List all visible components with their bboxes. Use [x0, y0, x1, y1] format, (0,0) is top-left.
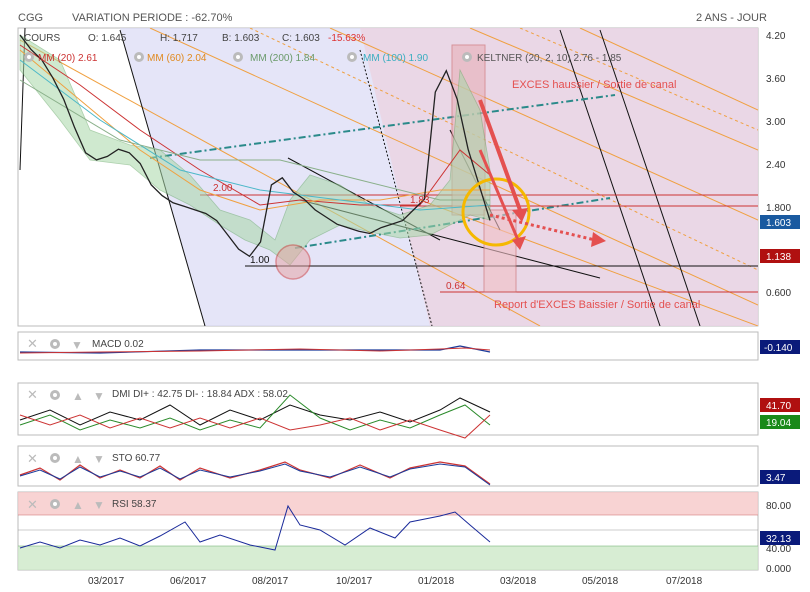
- rsi-tick: 80.00: [766, 501, 791, 512]
- level-badge: [760, 249, 800, 263]
- sto-badge-text: 3.47: [766, 473, 786, 484]
- close-icon[interactable]: ✕: [27, 336, 38, 351]
- close-icon[interactable]: ✕: [27, 387, 38, 402]
- sto-panel: ✕ ▲ ▼ STO 60.77 3.47: [17, 445, 800, 487]
- channel-area-2: [360, 28, 758, 326]
- low-circle: [275, 244, 311, 280]
- change-label: -15.63%: [328, 33, 365, 44]
- close-icon[interactable]: ✕: [27, 497, 38, 512]
- gear-icon[interactable]: [24, 52, 34, 62]
- level-064: 0.64: [446, 281, 466, 292]
- rsi-label: RSI 58.37: [112, 499, 157, 510]
- price-panel: COURS O: 1.645 H: 1.717 B: 1.603 C: 1.60…: [17, 27, 800, 327]
- last-price-badge: [760, 215, 800, 229]
- macd-badge: [760, 340, 800, 354]
- period-label: 2 ANS - JOUR: [696, 12, 767, 24]
- keltner-label: KELTNER (20, 2, 10) 2.76 - 1.85: [477, 53, 622, 64]
- arrow-down-icon[interactable]: ▼: [71, 338, 83, 352]
- x-tick: 03/2018: [500, 576, 537, 587]
- sto-badge: [760, 470, 800, 484]
- open-label: O: 1.645: [88, 33, 127, 44]
- macd-badge-text: -0.140: [764, 343, 793, 354]
- y-tick: 0.600: [766, 288, 791, 299]
- rsi-badge-text: 32.13: [766, 534, 791, 545]
- close-icon[interactable]: ✕: [27, 451, 38, 466]
- low-label: B: 1.603: [222, 33, 260, 44]
- gear-icon[interactable]: [50, 339, 60, 349]
- mm60-label: MM (60) 2.04: [147, 53, 207, 64]
- dmi-badge-2-text: 19.04: [766, 418, 791, 429]
- dmi-badge-1-text: 41.70: [766, 401, 791, 412]
- y-tick: 3.00: [766, 117, 786, 128]
- arrow-up-icon[interactable]: ▲: [72, 389, 84, 403]
- close-label: C: 1.603: [282, 33, 320, 44]
- gear-icon[interactable]: [50, 453, 60, 463]
- price-series: [19, 34, 491, 258]
- symbol-label: CGG: [18, 12, 44, 24]
- gear-icon[interactable]: [233, 52, 243, 62]
- gear-icon[interactable]: [50, 390, 60, 400]
- level-100: 1.00: [250, 255, 270, 266]
- y-tick: 1.800: [766, 203, 791, 214]
- level-200: 2.00: [213, 183, 233, 194]
- x-tick: 01/2018: [418, 576, 455, 587]
- level-badge-text: 1.138: [766, 252, 791, 263]
- level-183: 1.83: [410, 195, 430, 206]
- y-tick: 4.20: [766, 31, 786, 42]
- arrow-down-icon[interactable]: ▼: [93, 452, 105, 466]
- gear-icon[interactable]: [462, 52, 472, 62]
- x-axis: 03/2017 06/2017 08/2017 10/2017 01/2018 …: [88, 576, 703, 587]
- rsi-tick: 40.00: [766, 544, 791, 555]
- y-tick: 2.40: [766, 160, 786, 171]
- yellow-circle: [461, 177, 531, 247]
- x-tick: 07/2018: [666, 576, 703, 587]
- mm200-label: MM (200) 1.84: [250, 53, 315, 64]
- x-tick: 10/2017: [336, 576, 373, 587]
- sto-label: STO 60.77: [112, 453, 161, 464]
- dmi-badge-2: [760, 415, 800, 429]
- exces-haussier-label: EXCES haussier / Sortie de canal: [512, 79, 676, 91]
- mm20-label: MM (20) 2.61: [38, 53, 98, 64]
- y-tick: 3.60: [766, 74, 786, 85]
- gear-icon[interactable]: [50, 499, 60, 509]
- gear-icon[interactable]: [347, 52, 357, 62]
- dmi-badge-1: [760, 398, 800, 412]
- x-tick: 03/2017: [88, 576, 125, 587]
- cours-label: COURS: [24, 33, 60, 44]
- x-tick: 05/2018: [582, 576, 619, 587]
- last-price-text: 1.603: [766, 218, 791, 229]
- high-label: H: 1.717: [160, 33, 198, 44]
- macd-panel: ✕ ▼ MACD 0.02 -0.140: [17, 331, 800, 361]
- arrow-down-icon[interactable]: ▼: [93, 498, 105, 512]
- top-bar: CGG VARIATION PERIODE : -62.70% 2 ANS - …: [0, 0, 810, 26]
- mm100-label: MM (100) 1.90: [363, 53, 428, 64]
- x-tick: 08/2017: [252, 576, 289, 587]
- arrow-down-icon[interactable]: ▼: [93, 389, 105, 403]
- gear-icon[interactable]: [134, 52, 144, 62]
- x-tick: 06/2017: [170, 576, 207, 587]
- arrow-up-icon[interactable]: ▲: [72, 452, 84, 466]
- rsi-tick: 0.000: [766, 564, 791, 575]
- exces-baissier-label: Report d'EXCES Baissier / Sortie de cana…: [494, 299, 700, 311]
- variation-label: VARIATION PERIODE : -62.70%: [72, 12, 233, 24]
- dmi-label: DMI DI+ : 42.75 DI- : 18.84 ADX : 58.02: [112, 389, 288, 400]
- macd-label: MACD 0.02: [92, 339, 144, 350]
- rsi-badge: [760, 531, 800, 545]
- dmi-panel: ✕ ▲ ▼ DMI DI+ : 42.75 DI- : 18.84 ADX : …: [17, 382, 800, 439]
- rsi-panel: ✕ ▲ ▼ RSI 58.37 80.00 40.00 0.000 32.13: [17, 491, 800, 575]
- arrow-up-icon[interactable]: ▲: [72, 498, 84, 512]
